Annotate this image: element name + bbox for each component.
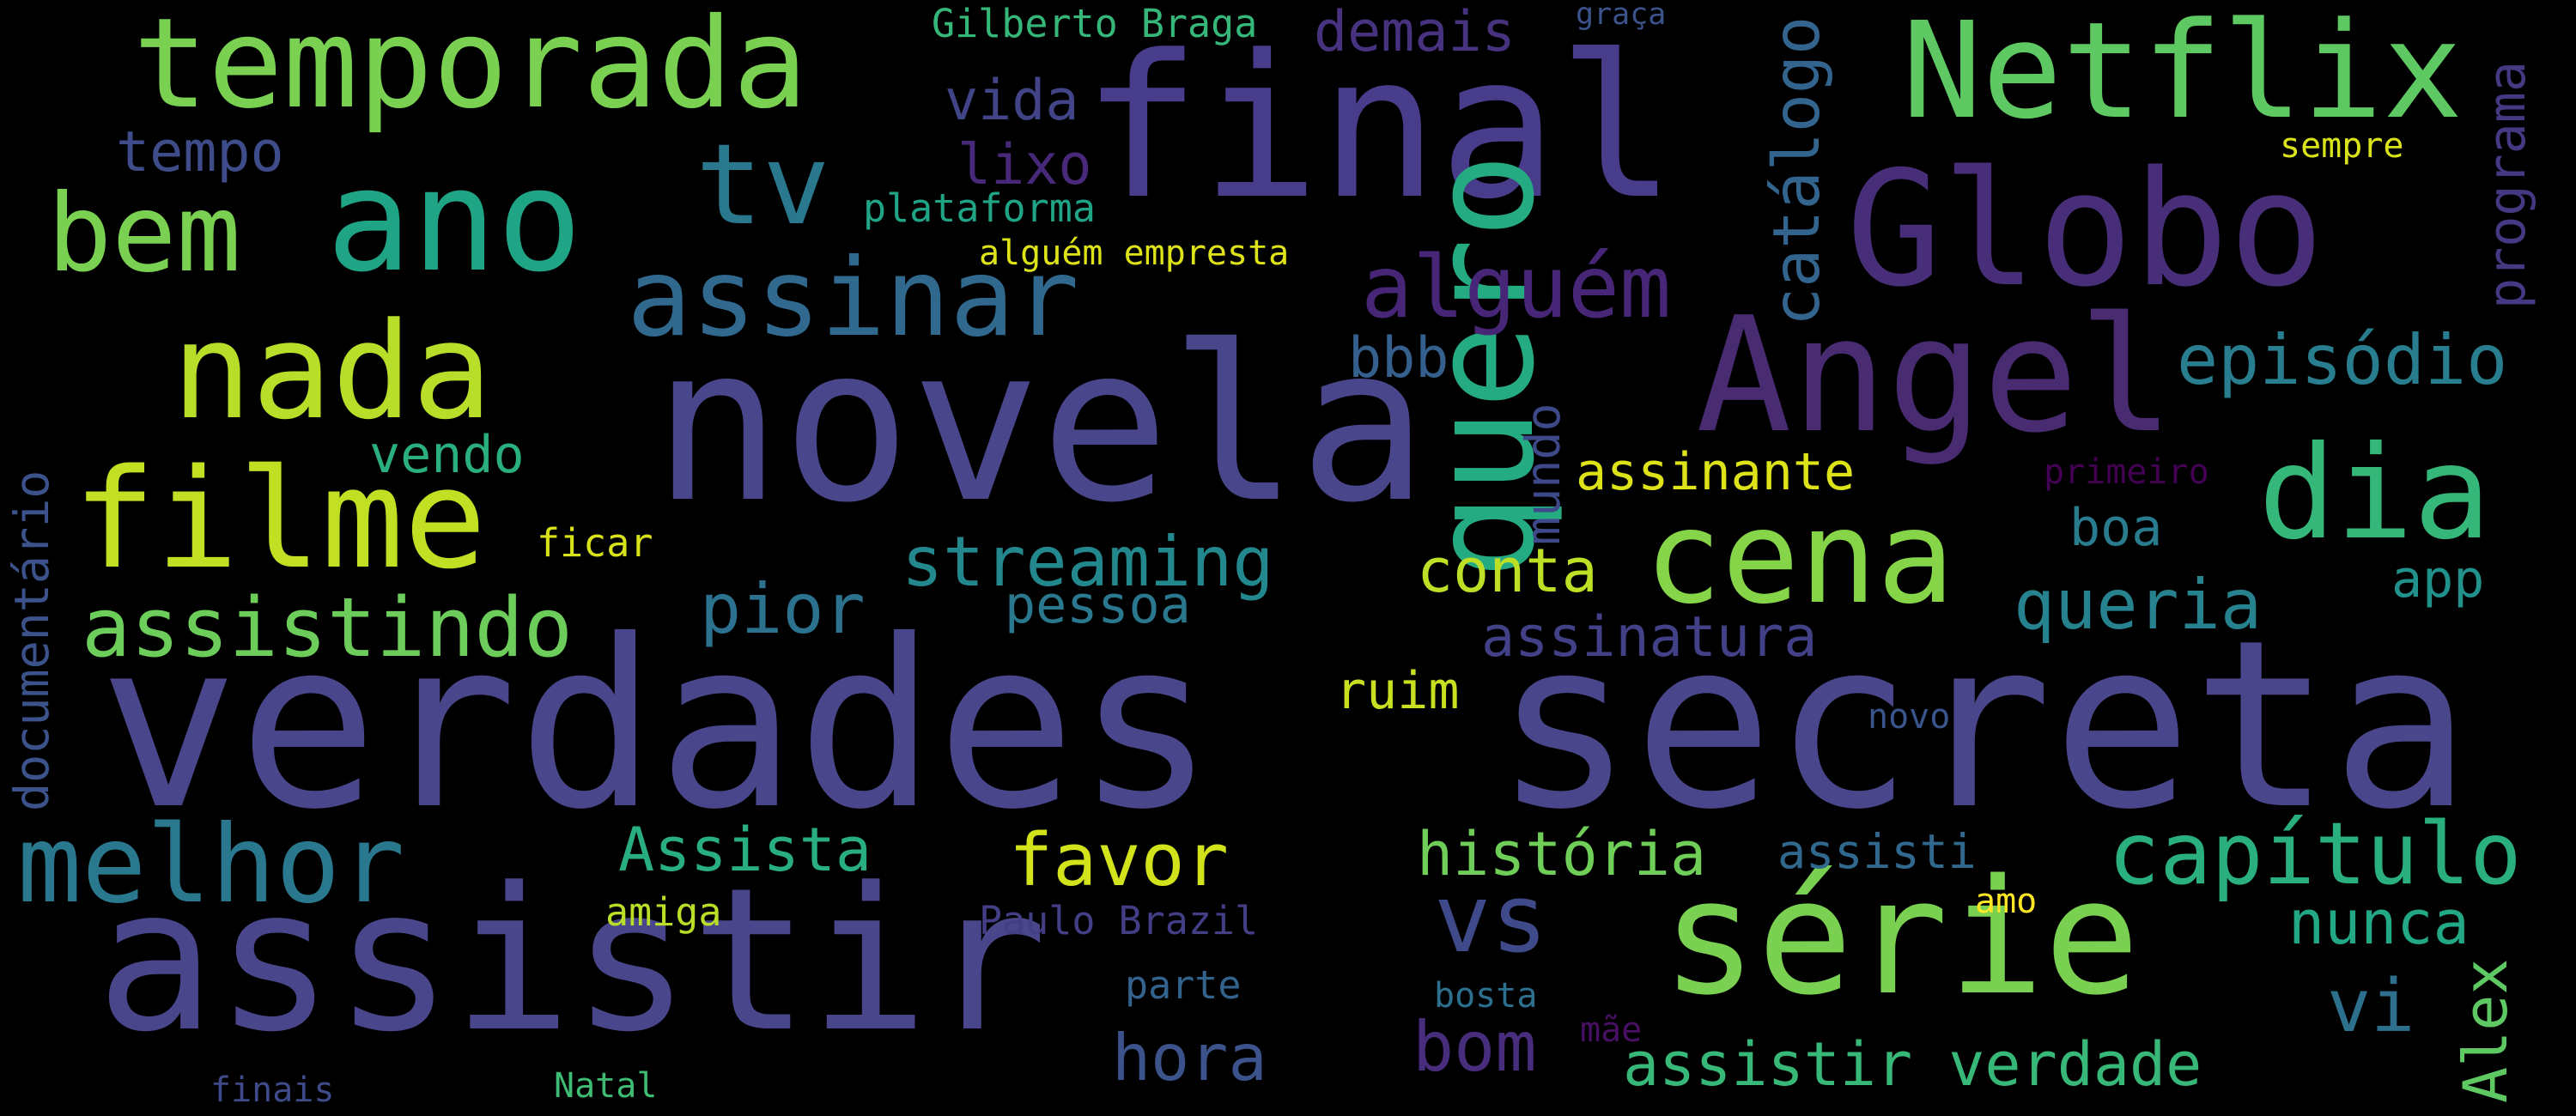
word-19: melhor [17,803,405,927]
word-49: mundo [1516,403,1571,545]
word-61: parte [1125,962,1242,1008]
word-62: bosta [1434,976,1538,1016]
word-15: dia [2258,419,2491,568]
word-60: Paulo Brazil [979,898,1259,943]
word-50: bbb [1348,326,1449,391]
word-45: tempo [116,120,284,185]
word-44: demais [1314,0,1516,64]
word-41: nunca [2288,888,2470,958]
word-38: assinatura [1481,605,1818,670]
word-14: cena [1644,483,1955,633]
word-46: vida [945,69,1079,133]
word-8: temporada [133,0,808,136]
word-9: série [1662,845,2140,1030]
word-10: ano [326,138,583,303]
word-34: programa [2477,61,2537,309]
word-1: secreta [1494,590,2471,860]
word-47: lixo [957,133,1092,197]
word-42: assinante [1576,442,1856,502]
word-3: assistir [96,846,1048,1076]
word-22: alguém [1361,237,1672,337]
word-35: vi [2327,964,2415,1049]
word-70: novo [1868,697,1951,737]
word-68: sempre [2280,126,2404,166]
word-53: vendo [369,425,525,485]
word-67: graça [1576,0,1667,32]
word-23: episódio [2177,320,2508,400]
word-65: finais [210,1071,335,1110]
word-32: conta [1417,536,1598,606]
word-0: verdades [99,590,1216,860]
word-11: filme [73,439,487,599]
word-17: assinar [627,236,1079,361]
word-55: plataforma [863,185,1096,231]
word-58: ficar [537,520,653,566]
word-26: assistir verdade [1623,1029,2202,1100]
word-64: amo [1975,882,2038,921]
word-33: catálogo [1759,15,1834,326]
word-69: primeiro [2044,452,2209,492]
word-18: bem [47,172,241,296]
word-21: assistindo [82,581,573,676]
word-59: amiga [605,889,722,935]
word-52: ruim [1335,661,1460,721]
word-48: app [2391,549,2485,610]
word-20: capítulo [2108,804,2522,904]
word-25: streaming [902,522,1274,602]
word-6: Angel [1696,282,2174,468]
word-31: pior [700,569,866,649]
word-29: Assista [618,815,872,885]
word-4: final [1082,14,1677,243]
word-16: tv [696,119,830,250]
word-36: bom [1413,1007,1537,1087]
word-24: vs [1434,864,1548,973]
word-12: nada [172,294,493,449]
word-2: novela [653,300,1429,549]
word-37: hora [1112,1020,1267,1095]
word-40: Alex [2451,958,2521,1103]
word-5: Globo [1846,136,2324,322]
word-7: Netflix [1902,0,2464,149]
word-30: favor [1009,818,1229,903]
word-51: assisti [1777,824,1977,879]
word-66: Natal [554,1066,658,1106]
word-56: Gilberto Braga [932,1,1258,46]
word-43: pessoa [1005,575,1191,635]
word-54: boa [2069,498,2163,558]
word-63: mãe [1580,1010,1643,1050]
word-28: queria [2014,565,2262,645]
word-27: história [1417,819,1707,889]
word-39: documentário [4,470,59,811]
word-57: alguém empresta [979,234,1290,273]
